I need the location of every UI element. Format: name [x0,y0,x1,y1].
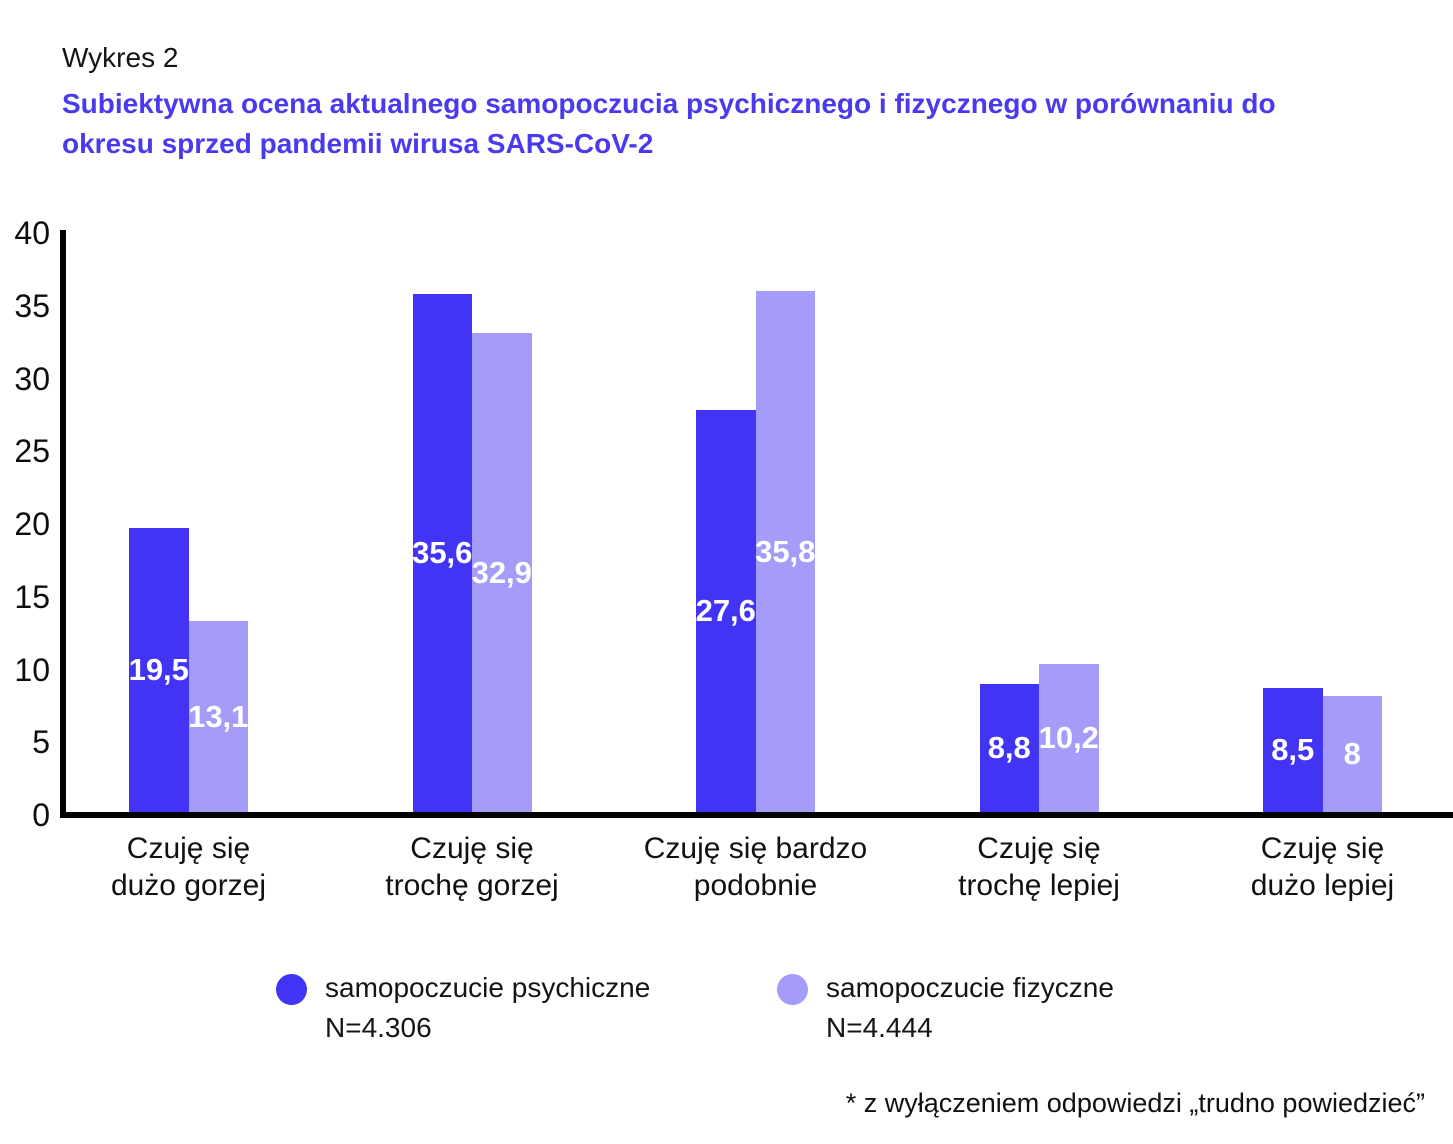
legend-swatch-fizyczne-icon [777,974,808,1005]
bar-series1-group3: 27,6 [696,410,756,812]
bar-series2-group2: 32,9 [472,333,532,812]
bar-series1-group5: 8,5 [1263,688,1323,812]
x-category-label: Czuję się dużo lepiej [1250,832,1395,902]
y-tick-label: 10 [14,651,50,688]
y-tick-label: 5 [32,724,50,761]
bar-value-label: 35,8 [755,533,816,569]
legend-n-fizyczne: N=4.444 [826,1012,933,1043]
bar-value-label: 8,8 [987,729,1031,765]
x-category-label: Czuję się trochę lepiej [958,832,1120,902]
bar-series1-group4: 8,8 [979,683,1039,812]
y-tick-label: 35 [14,287,50,324]
chart-footnote: * z wyłączeniem odpowiedzi „trudno powie… [845,1088,1425,1118]
bar-value-label: 32,9 [471,554,532,590]
bar-value-label: 8,5 [1271,732,1315,768]
bar-series1-group2: 35,6 [412,294,473,812]
bar-series2-group5: 8 [1322,695,1382,812]
legend-text: samopoczucie fizyczne N=4.444 [826,968,1114,1048]
bar-value-label: 27,6 [695,593,756,629]
legend-swatch-psychiczne-icon [276,974,307,1005]
bar-series2-group1: 13,1 [188,621,249,812]
bar-value-label: 8 [1343,735,1361,771]
y-tick-label: 30 [14,360,50,397]
legend-entry-fizyczne: samopoczucie fizyczne N=4.444 [777,968,1114,1048]
chart-title: Subiektywna ocena aktualnego samopoczuci… [62,88,1276,159]
legend-label-fizyczne: samopoczucie fizyczne [826,972,1114,1003]
y-axis-line [60,230,66,818]
bar-value-label: 10,2 [1038,719,1099,755]
bar-series1-group1: 19,5 [129,528,189,812]
bar-series2-group4: 10,2 [1038,663,1099,812]
legend-text: samopoczucie psychiczne N=4.306 [325,968,650,1048]
y-tick-label: 0 [32,797,50,833]
bar-value-label: 35,6 [412,535,473,570]
legend-entry-psychiczne: samopoczucie psychiczne N=4.306 [276,968,650,1048]
bar-value-label: 13,1 [188,698,249,734]
x-axis-line [60,812,1453,818]
x-category-label: Czuję się bardzo podobnie [643,832,868,902]
bar-value-label: 19,5 [128,652,189,688]
y-tick-label: 40 [14,215,50,251]
y-tick-label: 15 [14,578,50,615]
y-tick-label: 20 [14,506,50,542]
bar-series2-group3: 35,8 [755,291,816,812]
legend-label-psychiczne: samopoczucie psychiczne [325,972,651,1003]
y-tick-label: 25 [14,433,50,470]
legend-n-psychiczne: N=4.306 [325,1012,432,1043]
x-category-label: Czuję się trochę gorzej [385,832,559,902]
x-category-label: Czuję się dużo gorzej [110,832,267,902]
chart-number-label: Wykres 2 [62,42,179,73]
